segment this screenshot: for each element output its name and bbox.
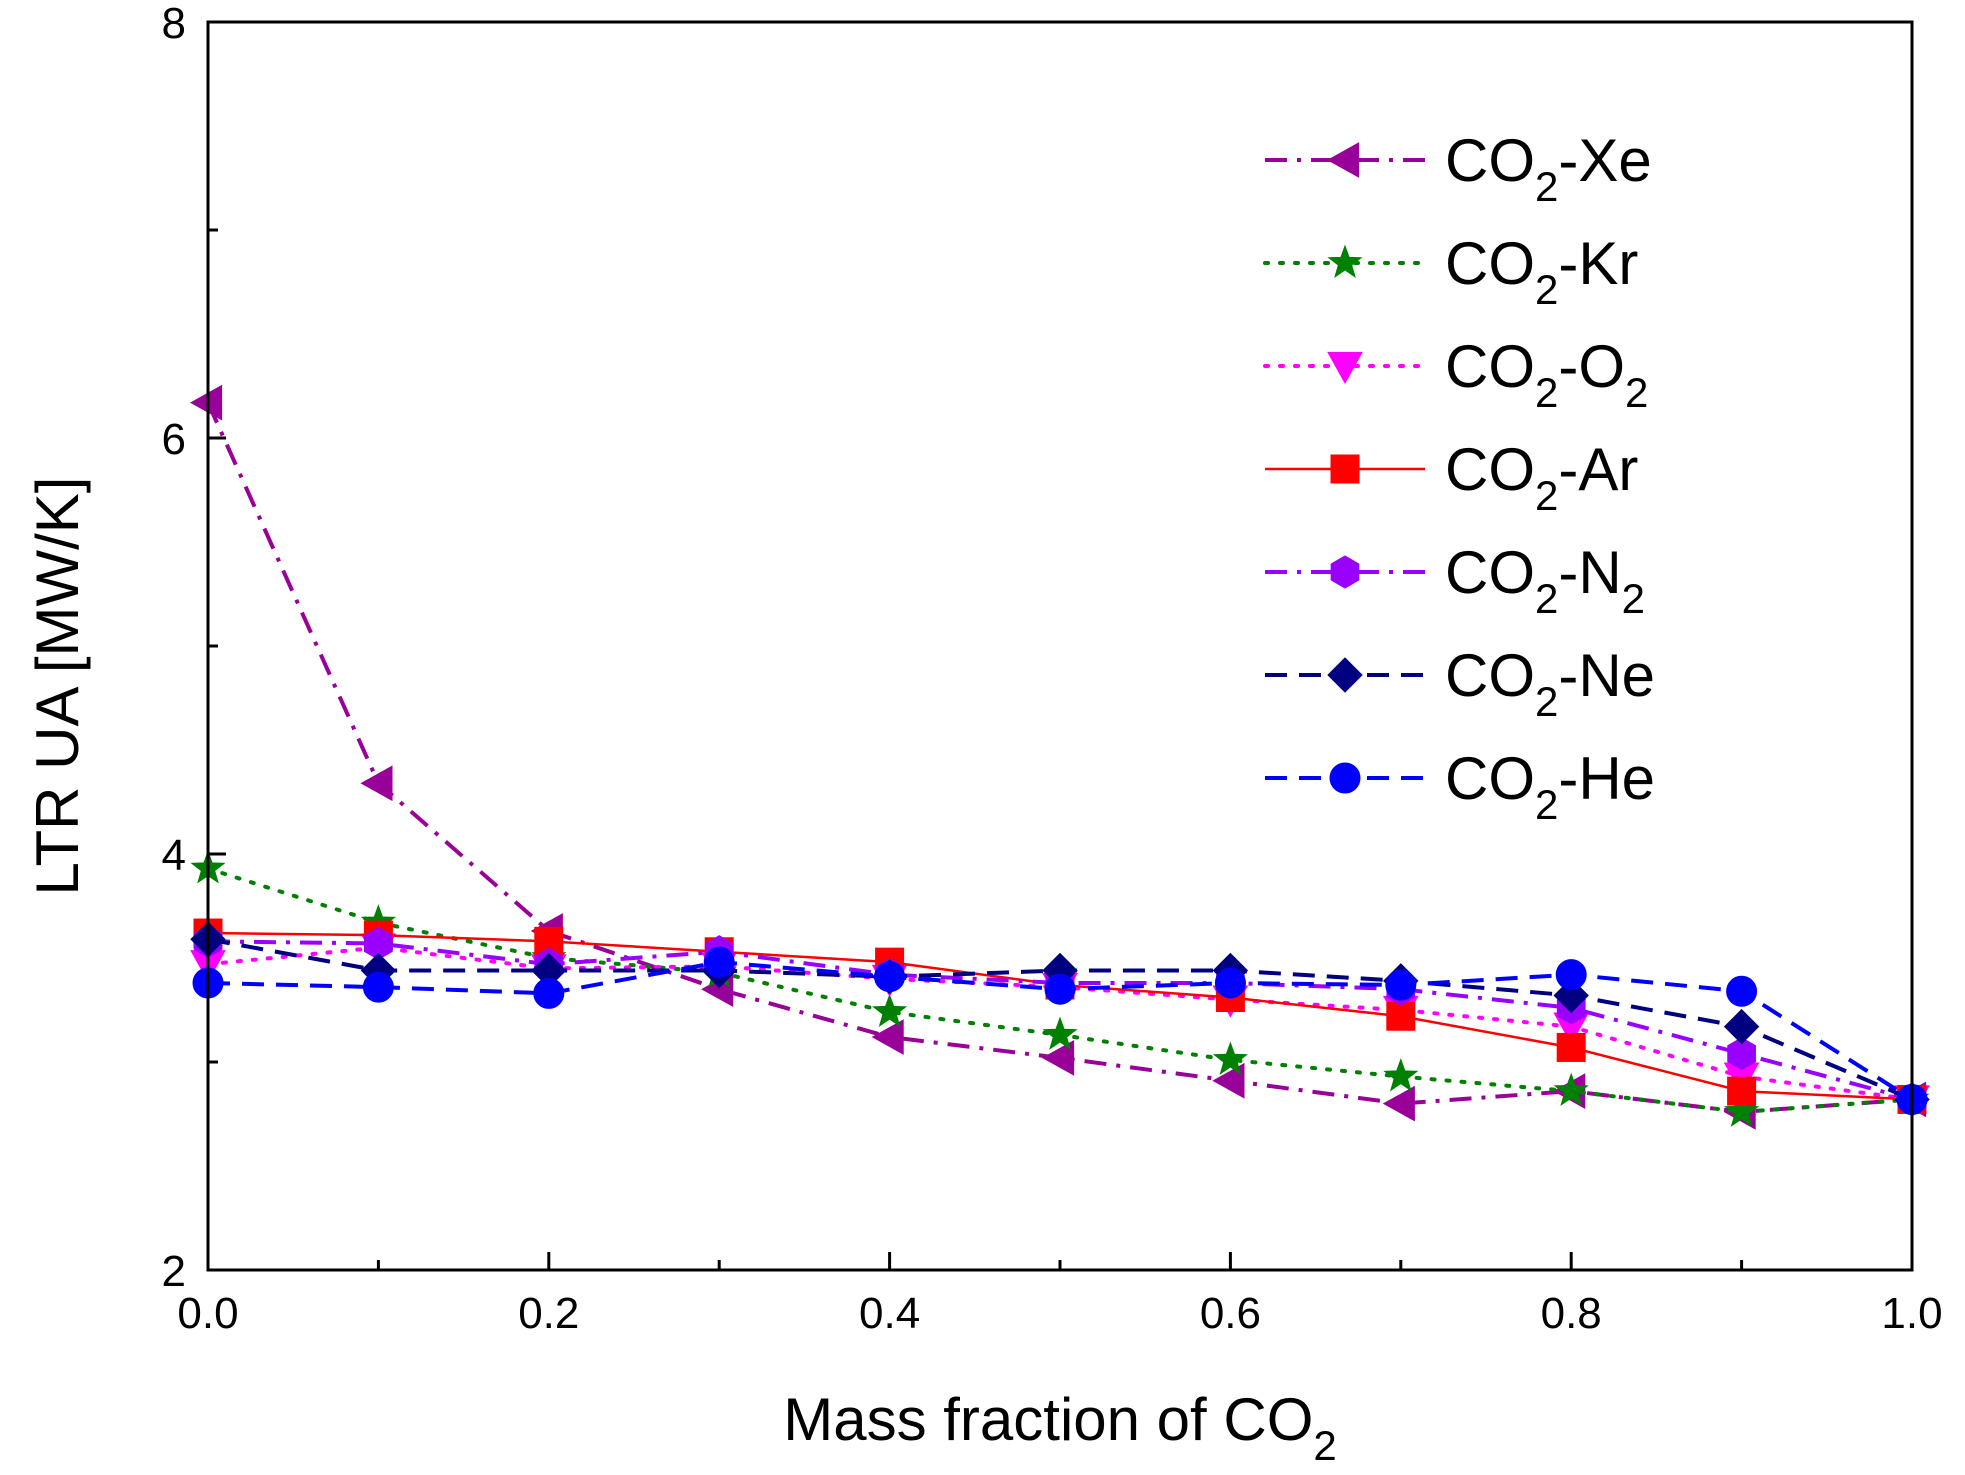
x-axis-label-main: Mass fraction of CO xyxy=(783,1386,1313,1453)
legend-item-CO2-N2: CO2-N2 xyxy=(1265,539,1645,622)
legend-label-subscript: 2 xyxy=(1535,163,1558,210)
legend-label-subscript: 2 xyxy=(1535,266,1558,313)
data-point xyxy=(1386,1001,1416,1031)
series-CO2-Xe xyxy=(189,384,1927,1130)
data-point xyxy=(1726,975,1758,1007)
x-tick-label: 0.4 xyxy=(859,1289,920,1338)
legend-label-subscript: 2 xyxy=(1535,575,1558,622)
legend-label-subscript: 2 xyxy=(1535,678,1558,725)
data-point xyxy=(1727,1037,1756,1071)
y-tick-label: 2 xyxy=(162,1247,186,1296)
data-point xyxy=(1383,1058,1419,1092)
legend-item-CO2-Kr: CO2-Kr xyxy=(1263,230,1638,313)
legend-item-CO2-Xe: CO2-Xe xyxy=(1265,127,1652,210)
data-point xyxy=(1724,1093,1760,1127)
legend-label-part: CO xyxy=(1445,642,1535,709)
legend-label-part: -N xyxy=(1558,539,1621,606)
series-line xyxy=(207,939,1913,1102)
legend-label: CO2-Ar xyxy=(1445,436,1638,519)
legend-marker xyxy=(1327,244,1363,278)
data-point xyxy=(872,993,908,1028)
data-point xyxy=(874,961,906,993)
legend-label-part: CO xyxy=(1445,745,1535,812)
data-point xyxy=(1556,1032,1586,1062)
legend-label: CO2-Kr xyxy=(1445,230,1638,313)
legend-label: CO2-Ne xyxy=(1445,642,1655,725)
ticks-layer xyxy=(206,20,1914,1272)
legend-label-part: CO xyxy=(1445,127,1535,194)
legend-label-part: -Kr xyxy=(1558,230,1638,297)
legend-label: CO2-Xe xyxy=(1445,127,1652,210)
data-point xyxy=(360,765,393,802)
x-tick-label: 0.8 xyxy=(1541,1289,1602,1338)
legend-label: CO2-N2 xyxy=(1445,539,1645,622)
x-axis-label-sub: 2 xyxy=(1313,1422,1336,1469)
x-tick-label: 0.0 xyxy=(177,1289,238,1338)
legend-label: CO2-He xyxy=(1445,745,1655,828)
y-tick-label: 8 xyxy=(162,0,186,48)
legend-label-part: CO xyxy=(1445,230,1535,297)
legend-item-CO2-O2: CO2-O2 xyxy=(1263,333,1648,416)
legend-label-subscript: 2 xyxy=(1625,369,1648,416)
series-CO2-He xyxy=(192,946,1928,1115)
series-CO2-Ar xyxy=(193,918,1927,1114)
data-point xyxy=(189,384,223,421)
y-axis-label: LTR UA [MW/K] xyxy=(24,477,91,896)
legend-label-subscript: 2 xyxy=(1535,781,1558,828)
legend-marker xyxy=(1330,555,1360,589)
legend-marker xyxy=(1329,762,1361,794)
data-point xyxy=(1385,969,1417,1001)
data-point xyxy=(1044,973,1076,1005)
legend-marker xyxy=(1326,142,1360,178)
legend-label-part: -He xyxy=(1558,745,1655,812)
data-point xyxy=(1041,1039,1075,1076)
legend-item-CO2-He: CO2-He xyxy=(1265,745,1655,828)
legend-label-part: -Xe xyxy=(1558,127,1651,194)
data-point xyxy=(1553,1072,1589,1107)
tick-labels-layer: 0.0 0.2 0.4 0.6 0.8 1.0 2 4 6 8 xyxy=(162,0,1943,1338)
data-point xyxy=(1382,1085,1415,1122)
data-point xyxy=(533,977,565,1009)
data-point xyxy=(1214,967,1246,999)
x-tick-label: 0.6 xyxy=(1200,1289,1261,1338)
legend-label-part: CO xyxy=(1445,436,1535,503)
y-tick-label: 4 xyxy=(162,831,186,880)
legend-label: CO2-O2 xyxy=(1445,333,1648,416)
x-axis-label: Mass fraction of CO2 xyxy=(783,1386,1337,1469)
data-point xyxy=(1042,1016,1078,1050)
data-point xyxy=(1212,1041,1248,1075)
legend-marker xyxy=(1327,657,1363,693)
legend-label-part: -Ar xyxy=(1558,436,1638,503)
legend-label-part: CO xyxy=(1445,333,1535,400)
data-point xyxy=(1212,1062,1245,1099)
data-point xyxy=(1723,1008,1760,1045)
legend-label-part: CO xyxy=(1445,539,1535,606)
series-layer xyxy=(189,384,1930,1130)
legend-label-subscript: 2 xyxy=(1535,369,1558,416)
legend-label-subscript: 2 xyxy=(1535,472,1558,519)
data-point xyxy=(703,946,735,978)
legend-label-part: -O xyxy=(1558,333,1625,400)
legend-label-part: -Ne xyxy=(1558,642,1655,709)
legend-marker xyxy=(1330,454,1360,484)
legend: CO2-XeCO2-KrCO2-O2CO2-ArCO2-N2CO2-NeCO2-… xyxy=(1263,127,1655,828)
data-point xyxy=(362,971,394,1003)
data-point xyxy=(871,1019,904,1055)
legend-item-CO2-Ar: CO2-Ar xyxy=(1265,436,1638,519)
legend-marker xyxy=(1327,351,1363,385)
series-line xyxy=(206,401,1913,1114)
plot-frame xyxy=(206,20,1914,1272)
x-tick-label: 0.2 xyxy=(518,1289,579,1338)
x-tick-label: 1.0 xyxy=(1881,1289,1942,1338)
y-tick-label: 6 xyxy=(162,415,186,464)
data-point xyxy=(1555,959,1587,991)
legend-item-CO2-Ne: CO2-Ne xyxy=(1265,642,1655,725)
legend-label-subscript: 2 xyxy=(1622,575,1645,622)
data-point xyxy=(1727,1076,1757,1106)
